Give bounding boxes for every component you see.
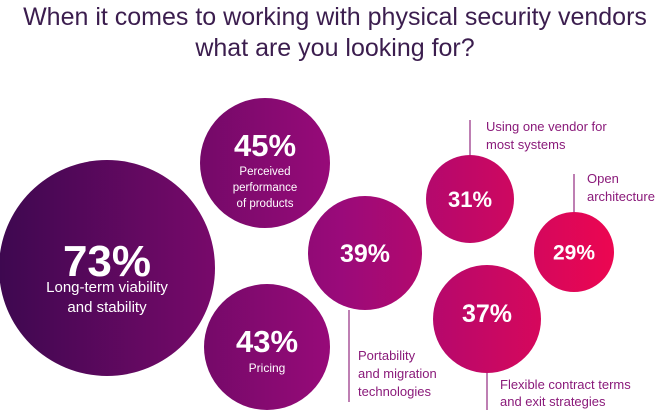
bubble-39 bbox=[308, 196, 422, 310]
title-line-2: what are you looking for? bbox=[195, 34, 475, 62]
bubble-label: Open bbox=[587, 171, 619, 186]
bubble-label: and migration bbox=[358, 366, 437, 381]
bubble-value: 73% bbox=[63, 237, 151, 286]
bubble-label: and stability bbox=[67, 299, 147, 316]
bubble-label: Flexible contract terms bbox=[500, 377, 631, 392]
bubble-label: Pricing bbox=[249, 361, 286, 375]
title-line-1: When it comes to working with physical s… bbox=[23, 3, 647, 31]
bubble-label: most systems bbox=[486, 137, 566, 152]
bubble-label: Portability bbox=[358, 348, 416, 363]
bubble-value: 43% bbox=[236, 324, 298, 359]
bubble-29 bbox=[534, 212, 614, 292]
bubble-label: and exit strategies bbox=[500, 394, 606, 409]
bubble-value: 29% bbox=[553, 242, 595, 265]
bubble-label: performance bbox=[233, 182, 298, 194]
bubble-label: Long-term viability bbox=[46, 279, 168, 296]
bubble-37 bbox=[433, 265, 541, 373]
bubble-label: Using one vendor for bbox=[486, 119, 607, 134]
bubble-31 bbox=[426, 155, 514, 243]
bubble-73 bbox=[0, 160, 215, 376]
bubble-value: 39% bbox=[340, 240, 390, 268]
bubble-value: 45% bbox=[234, 128, 296, 163]
bubble-label: architecture bbox=[587, 189, 655, 204]
bubble-45 bbox=[200, 98, 330, 228]
bubble-43 bbox=[204, 284, 330, 410]
bubble-value: 31% bbox=[448, 187, 492, 212]
bubble-label: Perceived bbox=[239, 166, 290, 178]
bubble-label: technologies bbox=[358, 384, 431, 399]
bubble-value: 37% bbox=[462, 300, 512, 328]
bubble-label: of products bbox=[237, 198, 294, 210]
chart-title: When it comes to working with physical s… bbox=[0, 2, 670, 64]
